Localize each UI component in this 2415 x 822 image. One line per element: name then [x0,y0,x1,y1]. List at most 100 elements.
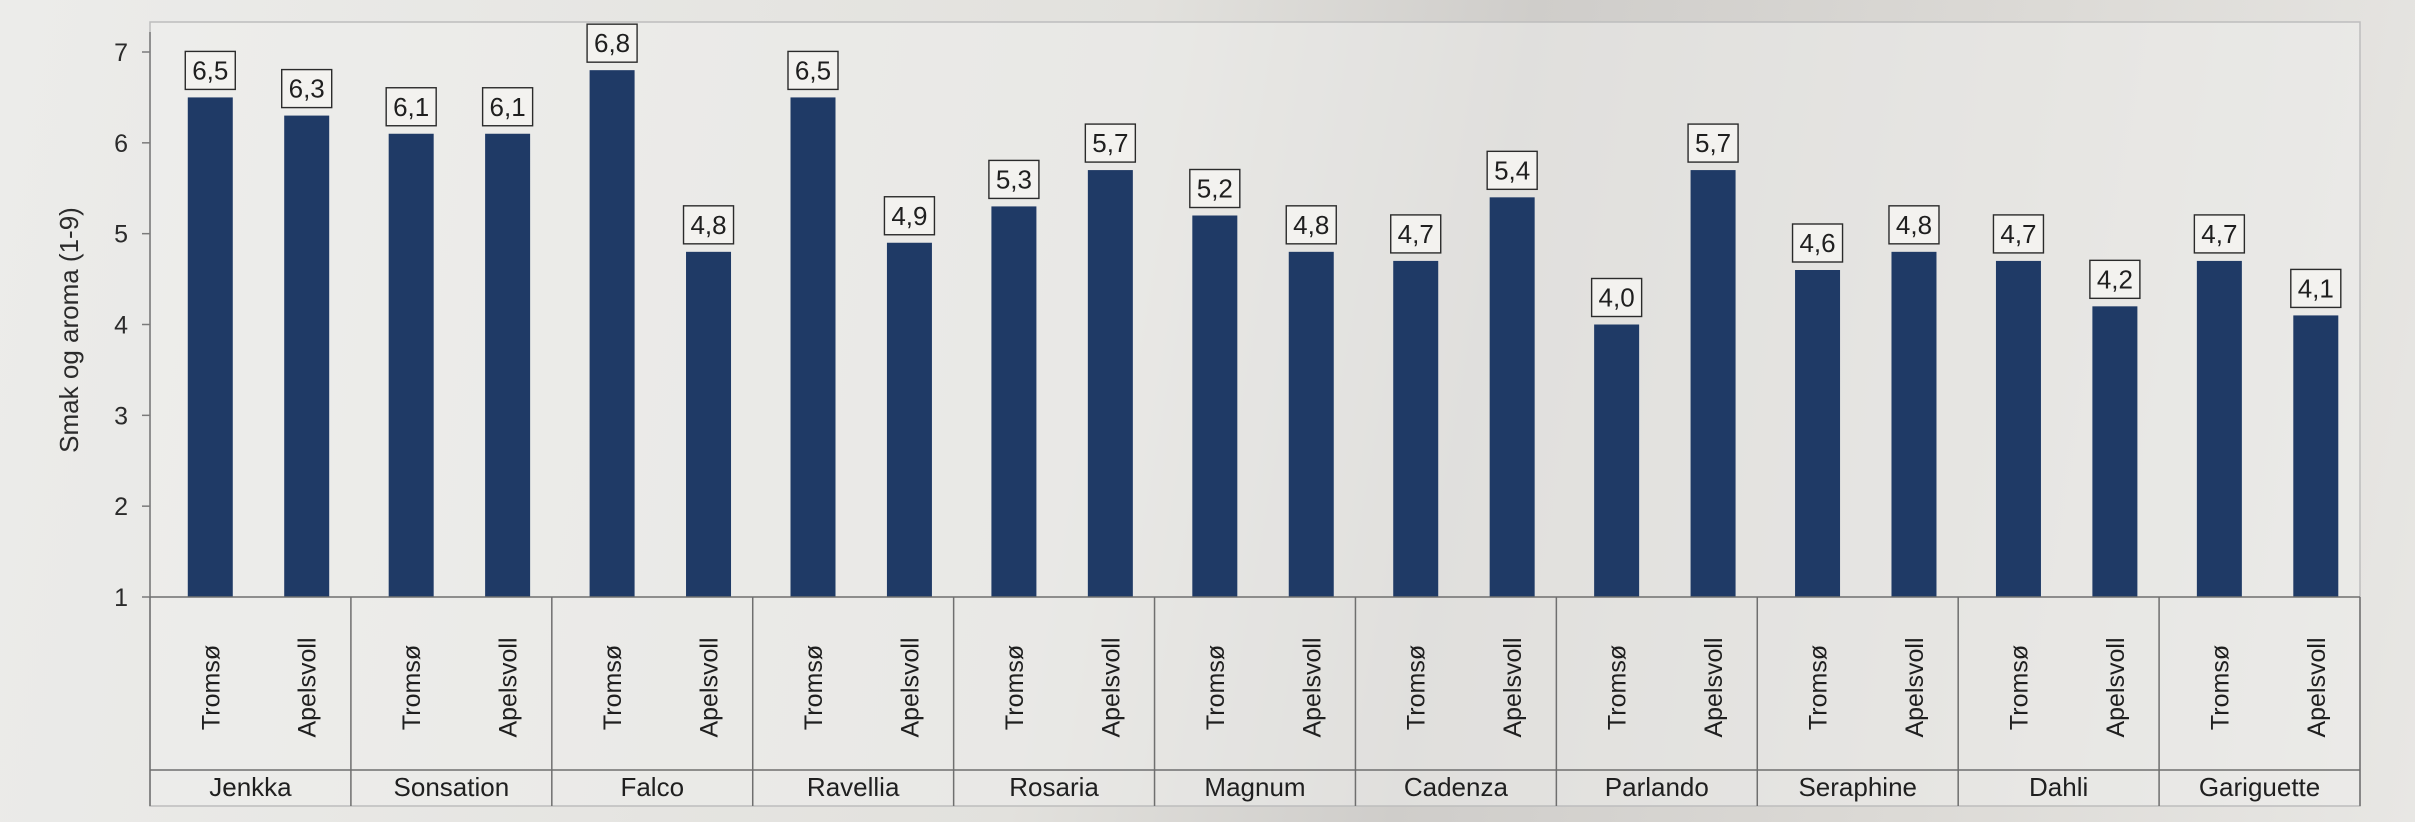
bar [991,206,1037,597]
group-label: Cadenza [1404,772,1509,802]
data-label: 5,3 [996,164,1032,194]
y-tick-label: 3 [114,402,128,430]
data-label-box [2290,268,2342,309]
x-axis: Jenkka Tromsø Apelsvoll Sonsation Tromsø Apel… [149,596,2361,806]
data-label: 5,7 [1695,128,1731,158]
x-tick-label: Tromsø [2005,645,2033,730]
x-tick-label: Tromsø [1403,645,1431,730]
bar [686,251,732,598]
bar [589,70,635,597]
x-tick-label: Apelsvoll [1298,637,1326,737]
bar [1288,251,1334,598]
group-label: Parlando [1605,772,1709,802]
data-label-box [1189,168,1241,209]
bar [886,242,932,597]
data-label: 4,7 [2201,219,2237,249]
data-label: 6,1 [393,92,429,122]
data-label-box [1791,223,1844,263]
y-axis: 1 2 3 4 5 6 7 [114,32,151,612]
y-tick-label: 7 [114,39,128,67]
data-label: 6,5 [192,55,228,85]
x-tick-label: Apelsvoll [1700,637,1728,737]
data-label: 4,7 [2000,219,2036,249]
data-label: 6,8 [594,28,630,58]
x-tick-label: Apelsvoll [2102,637,2130,737]
data-label-box [1888,205,1940,245]
data-label-box [1687,123,1739,163]
y-tick-label: 1 [114,584,128,612]
data-label-box [184,50,236,91]
y-tick-label: 4 [114,312,128,340]
bar [2196,260,2242,597]
y-axis-title: Smak og aroma (1-9) [54,207,84,453]
x-tick-label: Apelsvoll [696,637,724,737]
x-tick-label: Tromsø [197,645,225,730]
data-label: 6,5 [795,55,831,85]
bars [187,70,2339,598]
data-label: 4,1 [2298,273,2334,303]
x-tick-label: Apelsvoll [1901,637,1929,737]
group-label: Magnum [1204,772,1305,802]
data-label-box [787,50,839,91]
x-tick-label: Apelsvoll [1097,637,1125,737]
data-label-box [1486,150,1538,191]
x-tick-label: Tromsø [1001,645,1029,730]
bar [388,133,434,597]
bar [2092,306,2138,597]
group-label: Gariguette [2199,772,2320,802]
x-tick-label: Apelsvoll [294,637,322,737]
data-label-box [682,205,735,245]
bar [284,115,330,597]
data-label: 4,2 [2097,264,2133,294]
data-label-box [481,87,534,127]
x-tick-label: Apelsvoll [1499,637,1527,737]
data-label: 4,6 [1799,228,1835,258]
group-label: Seraphine [1798,772,1917,802]
x-tick-label: Tromsø [1805,645,1833,730]
bar [1690,170,1736,598]
bar [485,133,531,597]
bar-labels: 6,5 6,3 6,1 6,1 6,8 4,8 6,5 4,9 5,3 5,7 5,2 4,8 4,7 5… [184,23,2342,318]
data-label-box [988,159,1040,200]
data-label: 4,8 [690,210,726,240]
data-label: 5,4 [1494,155,1530,185]
group-label: Ravellia [807,772,900,802]
x-tick-label: Tromsø [599,645,627,730]
data-label-box [281,68,333,109]
x-tick-label: Apelsvoll [896,637,924,737]
data-label-box [2089,259,2141,300]
data-label: 6,3 [289,74,325,104]
data-label: 4,8 [1293,210,1329,240]
data-label-box [1992,214,2045,254]
data-label: 4,0 [1599,283,1635,313]
x-tick-label: Apelsvoll [2303,637,2331,737]
data-label-box [1285,205,1337,245]
y-tick-label: 6 [114,130,128,158]
x-tick-label: Apelsvoll [495,637,523,737]
data-label-box [385,87,437,127]
data-label: 5,7 [1092,128,1128,158]
data-label: 6,1 [490,92,526,122]
bar [1594,324,1640,597]
data-label-box [1084,123,1137,163]
x-tick-label: Tromsø [1202,645,1230,730]
bar [187,97,233,598]
data-label-box [2193,214,2246,254]
bar [1192,215,1238,597]
bar [1995,260,2041,597]
data-label-box [883,196,936,236]
bar [1891,251,1937,598]
y-tick-label: 2 [114,493,128,521]
data-label: 4,7 [1398,219,1434,249]
data-label-box [1590,277,1643,318]
bar [1795,270,1841,597]
x-tick-label: Tromsø [2206,645,2234,730]
bar [1489,197,1535,598]
y-tick-label: 5 [114,221,128,249]
x-tick-label: Tromsø [800,645,828,730]
x-tick-label: Tromsø [398,645,426,730]
group-label: Rosaria [1009,772,1099,802]
group-label: Dahli [2029,772,2088,802]
bar [2293,315,2339,597]
